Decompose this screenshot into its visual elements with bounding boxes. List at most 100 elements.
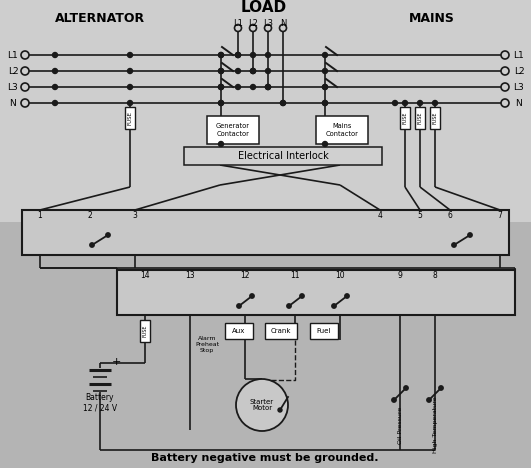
Circle shape xyxy=(21,83,29,91)
Text: Battery negative must be grounded.: Battery negative must be grounded. xyxy=(151,453,379,463)
Bar xyxy=(0,315,531,468)
Circle shape xyxy=(236,85,241,89)
Circle shape xyxy=(235,24,242,31)
Text: 7: 7 xyxy=(498,211,502,219)
Text: N: N xyxy=(516,98,523,108)
Circle shape xyxy=(452,243,456,247)
Circle shape xyxy=(322,141,328,146)
Bar xyxy=(140,320,150,342)
Text: FUSE: FUSE xyxy=(433,112,438,124)
Circle shape xyxy=(417,101,423,105)
Text: L2: L2 xyxy=(248,19,258,28)
Bar xyxy=(400,107,410,129)
Circle shape xyxy=(218,101,224,105)
Circle shape xyxy=(322,101,328,105)
Text: +: + xyxy=(112,357,122,367)
Text: 6: 6 xyxy=(448,211,452,219)
Bar xyxy=(125,107,135,129)
Text: 9: 9 xyxy=(398,271,402,279)
Circle shape xyxy=(106,233,110,237)
Circle shape xyxy=(433,101,438,105)
Bar xyxy=(207,116,259,144)
Text: 1: 1 xyxy=(38,211,42,219)
Bar xyxy=(316,116,368,144)
Circle shape xyxy=(427,398,431,402)
Circle shape xyxy=(266,85,270,89)
Text: L2: L2 xyxy=(513,66,524,75)
Circle shape xyxy=(218,68,224,73)
Text: 4: 4 xyxy=(378,211,382,219)
Circle shape xyxy=(127,68,133,73)
Circle shape xyxy=(251,68,255,73)
Text: L1: L1 xyxy=(7,51,19,59)
Circle shape xyxy=(236,68,241,73)
Circle shape xyxy=(266,85,270,89)
Text: FUSE: FUSE xyxy=(402,112,407,124)
Text: ALTERNATOR: ALTERNATOR xyxy=(55,12,145,24)
Text: 13: 13 xyxy=(185,271,195,279)
Circle shape xyxy=(266,85,270,89)
Text: Alarm
Preheat
Stop: Alarm Preheat Stop xyxy=(195,336,219,352)
Circle shape xyxy=(236,52,241,58)
Text: L3: L3 xyxy=(513,82,525,92)
Circle shape xyxy=(332,304,336,308)
Text: L1: L1 xyxy=(233,19,243,28)
Circle shape xyxy=(127,85,133,89)
Text: Starter
Motor: Starter Motor xyxy=(250,398,274,411)
Circle shape xyxy=(322,85,328,89)
Text: N: N xyxy=(280,19,286,28)
Circle shape xyxy=(468,233,472,237)
Bar xyxy=(184,147,382,165)
Circle shape xyxy=(501,51,509,59)
Circle shape xyxy=(90,243,94,247)
Bar xyxy=(117,270,515,315)
Circle shape xyxy=(250,24,256,31)
Text: 10: 10 xyxy=(335,271,345,279)
Circle shape xyxy=(404,386,408,390)
Circle shape xyxy=(218,85,224,89)
Circle shape xyxy=(501,99,509,107)
Text: Mains
Contactor: Mains Contactor xyxy=(326,124,358,137)
Circle shape xyxy=(280,101,286,105)
Text: Oil Pressure: Oil Pressure xyxy=(398,406,402,444)
Circle shape xyxy=(218,101,224,105)
Circle shape xyxy=(237,304,241,308)
Circle shape xyxy=(280,101,286,105)
Text: 3: 3 xyxy=(133,211,138,219)
Text: FUSE: FUSE xyxy=(142,325,148,337)
Text: N: N xyxy=(10,98,16,108)
Circle shape xyxy=(21,51,29,59)
Circle shape xyxy=(402,101,407,105)
Circle shape xyxy=(251,52,255,58)
Circle shape xyxy=(392,101,398,105)
Text: 5: 5 xyxy=(417,211,423,219)
Bar xyxy=(0,0,531,222)
Circle shape xyxy=(218,52,224,58)
Text: FUSE: FUSE xyxy=(417,112,423,124)
Circle shape xyxy=(218,52,224,58)
Bar xyxy=(225,323,253,339)
Circle shape xyxy=(21,99,29,107)
Circle shape xyxy=(53,101,57,105)
Circle shape xyxy=(322,85,328,89)
Text: L3: L3 xyxy=(7,82,19,92)
Circle shape xyxy=(53,85,57,89)
Circle shape xyxy=(218,141,224,146)
Circle shape xyxy=(322,52,328,58)
Circle shape xyxy=(501,67,509,75)
Bar xyxy=(415,107,425,129)
Circle shape xyxy=(127,101,133,105)
Circle shape xyxy=(251,68,255,73)
Text: LOAD: LOAD xyxy=(241,0,287,15)
Circle shape xyxy=(392,398,396,402)
Circle shape xyxy=(501,83,509,91)
Text: L3: L3 xyxy=(263,19,273,28)
Bar xyxy=(430,107,440,129)
Circle shape xyxy=(53,68,57,73)
Circle shape xyxy=(236,52,241,58)
Text: MAINS: MAINS xyxy=(409,12,455,24)
Text: 11: 11 xyxy=(290,271,300,279)
Text: FUSE: FUSE xyxy=(127,111,133,125)
Text: Generator
Contactor: Generator Contactor xyxy=(216,124,250,137)
Text: Electrical Interlock: Electrical Interlock xyxy=(238,151,328,161)
